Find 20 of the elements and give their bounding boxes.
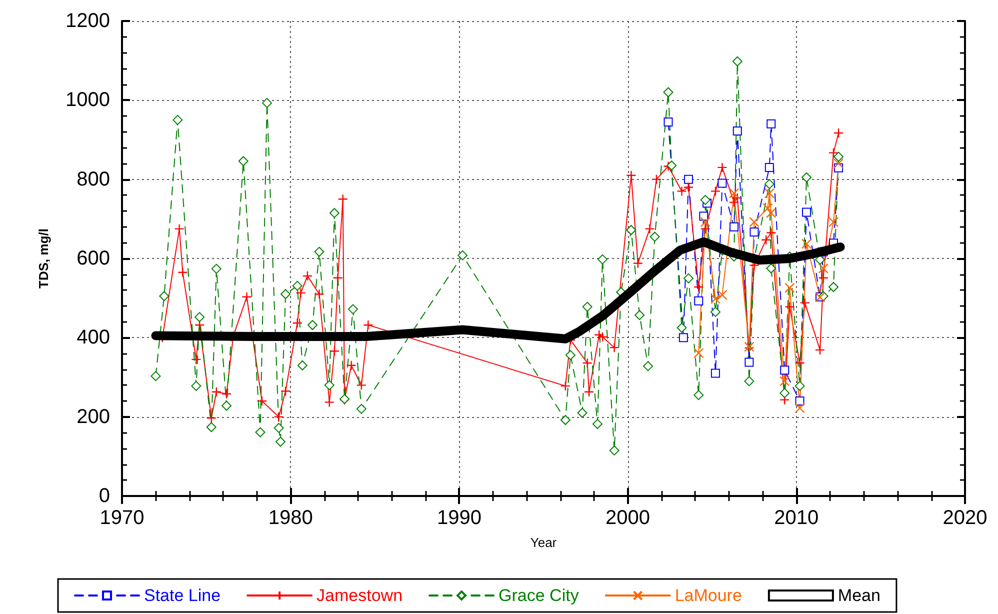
legend-label: Grace City	[498, 586, 580, 605]
y-tick-label: 1000	[66, 89, 110, 112]
legend-label: LaMoure	[674, 586, 742, 605]
x-tick-label: 2010	[774, 507, 819, 529]
legend-label: Jamestown	[316, 586, 403, 605]
legend-label: Mean	[838, 586, 880, 605]
x-axis-title: Year	[530, 535, 558, 550]
x-tick-label: 2020	[942, 507, 988, 529]
y-tick-label: 1200	[66, 10, 110, 32]
y-tick-label: 400	[76, 326, 110, 349]
y-tick-label: 800	[76, 168, 110, 190]
x-tick-label: 2000	[606, 507, 650, 529]
y-tick-label: 600	[76, 248, 110, 270]
legend-label: State Line	[144, 586, 221, 605]
x-tick-label: 1990	[436, 507, 482, 529]
y-axis-title: TDS, mg/l	[36, 228, 51, 288]
y-tick-label: 200	[76, 406, 110, 428]
x-tick-label: 1970	[100, 507, 144, 529]
y-tick-label: 0	[98, 485, 110, 507]
x-tick-label: 1980	[268, 507, 313, 529]
